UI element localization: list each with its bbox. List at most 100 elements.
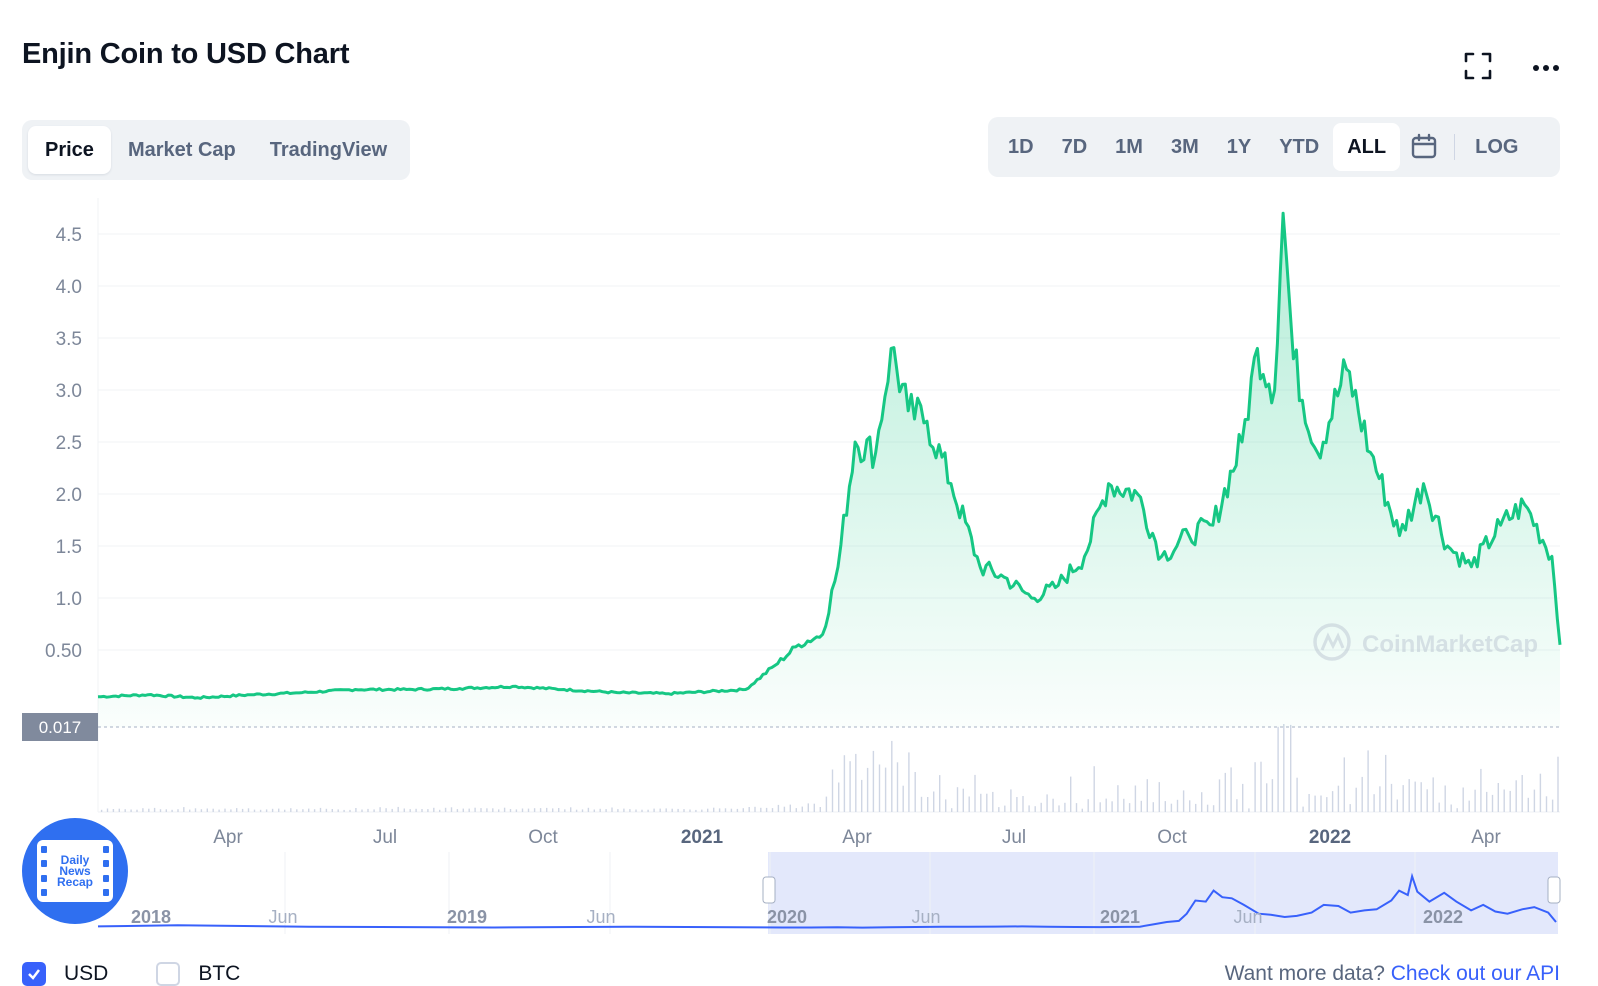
volume-bar	[189, 809, 191, 812]
volume-bar	[564, 809, 566, 812]
volume-bar	[1070, 776, 1072, 812]
volume-bar	[515, 809, 518, 812]
volume-bar	[456, 809, 459, 812]
volume-bar	[1034, 806, 1036, 812]
y-tick-label: 4.0	[56, 277, 82, 298]
volume-bar	[509, 809, 512, 812]
volume-bar	[183, 807, 185, 812]
volume-bar	[689, 809, 691, 812]
volume-bar	[593, 809, 595, 812]
volume-bar	[896, 762, 899, 812]
volume-bar	[1189, 800, 1191, 812]
volume-bar	[1105, 798, 1107, 812]
volume-bar	[1064, 802, 1066, 812]
volume-bar	[701, 809, 703, 812]
volume-bar	[849, 761, 851, 812]
volume-bar	[206, 808, 208, 812]
volume-bar	[1164, 801, 1166, 812]
calendar-icon[interactable]	[1400, 123, 1448, 171]
volume-bar	[861, 779, 863, 812]
navigator-handle-right[interactable]	[1547, 876, 1561, 904]
volume-bar	[1349, 804, 1351, 812]
y-tick-label: 0.50	[45, 641, 82, 662]
volume-bar	[1290, 724, 1292, 812]
volume-bar	[331, 809, 333, 812]
btc-label: BTC	[198, 962, 241, 985]
volume-bar	[962, 788, 964, 812]
volume-bar	[259, 809, 262, 812]
volume-bar	[1236, 799, 1238, 812]
more-icon[interactable]	[1530, 50, 1562, 82]
volume-bar	[914, 772, 916, 812]
fullscreen-icon[interactable]	[1462, 50, 1494, 82]
volume-bar	[575, 809, 578, 812]
navigator-labels: 2018 Jun 2019 Jun 2020 Jun 2021 Jun 2022	[131, 907, 1463, 927]
range-navigator[interactable]: 2018 Jun 2019 Jun 2020 Jun 2021 Jun 2022	[97, 852, 1561, 934]
volume-bar	[718, 808, 721, 812]
navigator-selection[interactable]	[768, 852, 1558, 934]
volume-bar	[367, 808, 369, 812]
y-tick-label: 3.5	[56, 329, 82, 350]
volume-bar	[148, 808, 150, 812]
volume-bar	[533, 808, 536, 812]
volume-bar	[165, 809, 167, 812]
volume-bar	[552, 808, 554, 812]
usd-checkbox[interactable]	[22, 962, 46, 986]
volume-bar	[974, 774, 976, 812]
volume-bar	[308, 808, 310, 812]
volume-bar	[980, 793, 982, 812]
volume-bar	[1545, 796, 1548, 812]
volume-bar	[1521, 775, 1523, 812]
range-1m[interactable]: 1M	[1115, 135, 1143, 158]
navigator-tick-label: 2019	[447, 907, 487, 927]
volume-bar	[236, 808, 238, 812]
navigator-gridlines	[284, 852, 1416, 934]
price-line	[97, 211, 1562, 700]
api-link[interactable]: Check out our API	[1390, 962, 1560, 985]
volume-bar	[1396, 799, 1398, 812]
range-ytd[interactable]: YTD	[1279, 135, 1320, 158]
range-all[interactable]: ALL	[1333, 123, 1401, 171]
volume-bar	[343, 809, 345, 812]
volume-bar	[153, 807, 156, 812]
volume-bar	[302, 809, 304, 812]
volume-bar	[290, 808, 292, 812]
volume-bar	[1367, 750, 1369, 812]
volume-bar	[1420, 782, 1422, 812]
volume-bar	[789, 804, 791, 812]
volume-bar	[1462, 787, 1464, 812]
volume-bar	[1361, 776, 1363, 812]
btc-checkbox[interactable]	[156, 962, 181, 986]
volume-bar	[665, 808, 667, 812]
navigator-tick-label: Jun	[1233, 907, 1262, 927]
volume-bar	[795, 808, 797, 812]
volume-bar	[902, 785, 904, 812]
volume-bar	[647, 809, 649, 812]
tab-price[interactable]: Price	[28, 126, 111, 174]
range-1y[interactable]: 1Y	[1226, 135, 1252, 158]
volume-bar	[1146, 779, 1148, 812]
volume-bar	[142, 808, 144, 812]
range-7d[interactable]: 7D	[1061, 135, 1088, 158]
volume-bar	[1123, 798, 1125, 812]
volume-bar	[1224, 772, 1226, 812]
log-toggle[interactable]: LOG	[1475, 135, 1519, 158]
range-3m[interactable]: 3M	[1170, 135, 1199, 158]
volume-bar	[1010, 789, 1012, 812]
navigator-tick-label: 2022	[1423, 907, 1463, 927]
volume-bar	[855, 753, 857, 812]
navigator-tick-label: 2021	[1100, 907, 1140, 927]
navigator-handle-left[interactable]	[762, 876, 776, 904]
y-axis-labels: 4.5 4.0 3.5 3.0 2.5 2.0 1.5 1.0 0.50	[45, 225, 82, 662]
tab-market-cap[interactable]: Market Cap	[127, 138, 236, 161]
y-tick-label: 2.5	[56, 433, 82, 454]
volume-bar	[1134, 785, 1137, 812]
price-chart: 4.5 4.0 3.5 3.0 2.5 2.0 1.5 1.0 0.50 0.017 Apr Ju…	[22, 198, 1562, 934]
tab-tradingview[interactable]: TradingView	[269, 138, 388, 161]
range-1d[interactable]: 1D	[1008, 135, 1034, 158]
x-tick-label: Oct	[1157, 827, 1187, 848]
navigator-tick-label: Jun	[268, 907, 297, 927]
volume-bar	[1254, 762, 1256, 812]
volume-bar	[1308, 794, 1310, 812]
volume-bar	[1230, 767, 1232, 812]
